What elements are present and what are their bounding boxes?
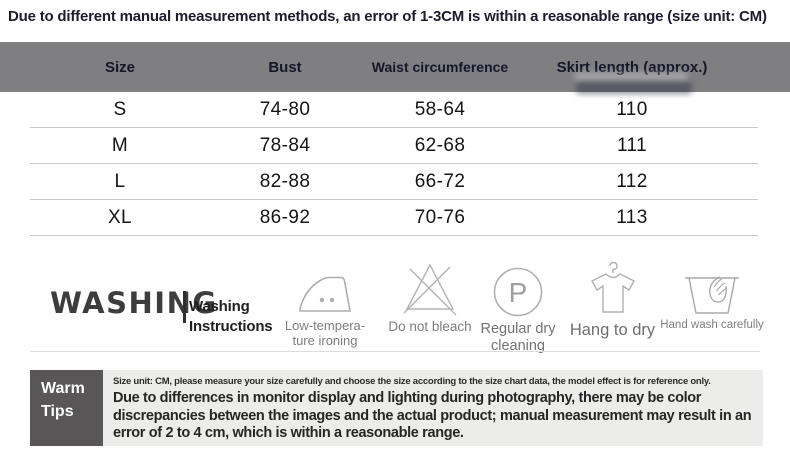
table-row-m: M 78-84 62-68 111 <box>0 128 790 164</box>
table-cell: 113 <box>616 207 648 228</box>
do-not-bleach-icon <box>382 260 478 316</box>
warm-tips-badge-line: Tips <box>41 403 74 421</box>
table-cell: 112 <box>616 171 648 192</box>
header-cell-skirt-length: Skirt length (approx.) <box>556 58 708 76</box>
table-cell: 70-76 <box>414 207 466 228</box>
table-cell: 82-88 <box>259 171 311 192</box>
wash-label-line: cleaning <box>490 338 545 355</box>
washing-heading-line: Instructions <box>189 318 273 336</box>
washing-heading-line: Washing <box>189 298 250 315</box>
table-cell: L <box>114 171 126 192</box>
table-row-s: S 74-80 58-64 110 <box>0 92 790 128</box>
wash-item-label: Do not bleach <box>382 319 478 335</box>
wash-label-line: Hang to dry <box>569 321 656 339</box>
table-cell: 78-84 <box>259 135 311 156</box>
table-cell: 66-72 <box>414 171 466 192</box>
warm-tips-badge: Warm Tips <box>30 370 103 446</box>
wash-item-hand-wash: Hand wash carefully <box>660 268 764 333</box>
wash-item-label: Regular dry cleaning <box>478 321 558 355</box>
text-cursor-bar <box>183 291 186 323</box>
header-cell-waist: Waist circumference <box>371 59 509 75</box>
table-cell: 58-64 <box>414 99 466 120</box>
warm-tips-body: Due to differences in monitor display an… <box>113 390 752 442</box>
table-cell: 86-92 <box>259 207 311 228</box>
wash-label-line: Hand wash carefully <box>660 319 764 331</box>
table-row-xl: XL 86-92 70-76 113 <box>0 200 790 236</box>
warm-tips-note: Size unit: CM, please measure your size … <box>113 376 711 387</box>
wash-item-label: Hand wash carefully <box>660 319 764 333</box>
size-table-header: Size Bust Waist circumference Skirt leng… <box>0 42 790 92</box>
table-cell: 74-80 <box>259 99 311 120</box>
header-cell-size: Size <box>104 58 135 76</box>
wash-label-line: Regular dry <box>480 321 556 337</box>
wash-item-low-temp-ironing: Low-tempera- ture ironing <box>275 268 375 349</box>
hand-wash-icon <box>660 268 764 316</box>
wash-item-dry-cleaning: P Regular dry cleaning <box>478 264 558 355</box>
header-cell-bust: Bust <box>268 58 302 76</box>
warm-tips-panel: Size unit: CM, please measure your size … <box>103 370 763 446</box>
hang-to-dry-icon <box>565 260 660 318</box>
iron-icon <box>275 268 375 314</box>
watermark-smudge-light <box>575 72 687 81</box>
table-cell: 110 <box>616 99 648 120</box>
svg-text:P: P <box>509 277 528 308</box>
wash-item-label: Low-tempera- ture ironing <box>275 318 375 349</box>
wash-item-label: Hang to dry <box>565 321 660 340</box>
table-cell: S <box>113 99 127 120</box>
wash-item-do-not-bleach: Do not bleach <box>382 260 478 335</box>
table-row-l: L 82-88 66-72 112 <box>0 164 790 200</box>
washing-instructions-heading: Washing Instructions <box>189 297 284 338</box>
table-cell: XL <box>107 207 133 228</box>
watermark-smudge-dark <box>576 82 692 94</box>
washing-wordmark: WASHING <box>50 286 218 320</box>
table-cell: 62-68 <box>414 135 466 156</box>
table-cell: M <box>111 135 129 156</box>
wash-label-line: Low-tempera- <box>284 318 366 333</box>
page-title: Due to different manual measurement meth… <box>8 8 767 25</box>
wash-item-hang-to-dry: Hang to dry <box>565 260 660 340</box>
section-divider <box>30 351 760 352</box>
size-table-body: S 74-80 58-64 110 M 78-84 62-68 111 L 82… <box>0 92 790 236</box>
warm-tips-badge-line: Warm <box>41 380 85 397</box>
wash-label-line: ture ironing <box>292 333 358 349</box>
dry-clean-p-icon: P <box>478 264 558 318</box>
wash-label-line: Do not bleach <box>388 319 472 334</box>
table-cell: 111 <box>616 135 648 156</box>
